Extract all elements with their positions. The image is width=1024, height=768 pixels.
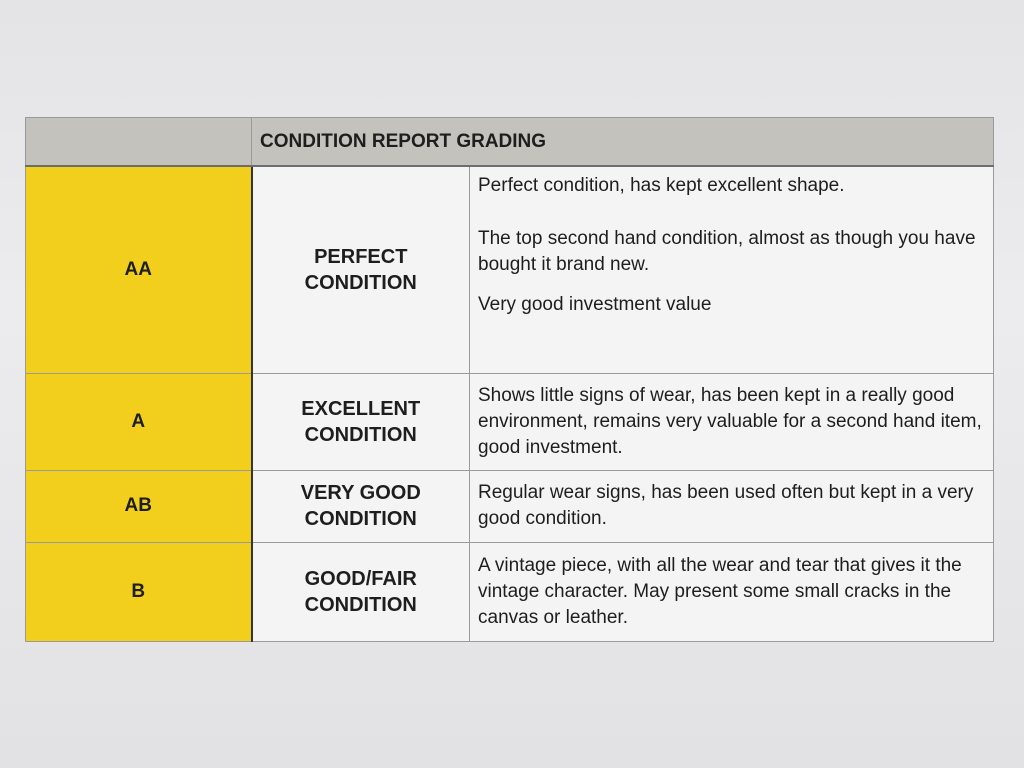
header-blank [25, 117, 252, 167]
grade-row: AB VERY GOOD CONDITION Regular wear signs,… [25, 469, 994, 543]
table-body: AA PERFECT CONDITION Perfect condition, ha… [25, 165, 994, 642]
description-paragraph: Regular wear signs, has been used often … [478, 482, 974, 529]
description: Shows little signs of wear, has been kep… [469, 372, 994, 471]
description-paragraph: Perfect condition, has kept excellent sh… [478, 175, 845, 196]
description: Perfect condition, has kept excellent sh… [469, 165, 994, 374]
description: A vintage piece, with all the wear and t… [469, 541, 994, 642]
grade: AA [25, 165, 253, 374]
grade: B [25, 541, 253, 642]
grade-row: A EXCELLENT CONDITION Shows little signs o… [25, 372, 994, 471]
description: Regular wear signs, has been used often … [469, 469, 994, 543]
header-title: CONDITION REPORT GRADING [251, 117, 994, 167]
condition: PERFECT CONDITION [251, 165, 470, 374]
description-paragraph: A vintage piece, with all the wear and t… [478, 554, 962, 628]
description-paragraph: Very good investment value [478, 294, 712, 315]
grade-row: AA PERFECT CONDITION Perfect condition, ha… [25, 165, 994, 374]
condition: EXCELLENT CONDITION [251, 372, 470, 471]
description-paragraph: Shows little signs of wear, has been kep… [478, 384, 982, 458]
grading-sheet: CONDITION REPORT GRADING AA PERFECT CONDI… [25, 117, 994, 642]
grade: A [25, 372, 253, 471]
description-paragraph: The top second hand condition, almost as… [478, 228, 976, 275]
header-row: CONDITION REPORT GRADING [25, 117, 994, 167]
condition: VERY GOOD CONDITION [251, 469, 470, 543]
grading-table: CONDITION REPORT GRADING AA PERFECT CONDI… [25, 117, 994, 642]
condition: GOOD/FAIR CONDITION [251, 541, 470, 642]
grade-row: B GOOD/FAIR CONDITION A vintage piece, wit… [25, 541, 994, 642]
grade: AB [25, 469, 253, 543]
